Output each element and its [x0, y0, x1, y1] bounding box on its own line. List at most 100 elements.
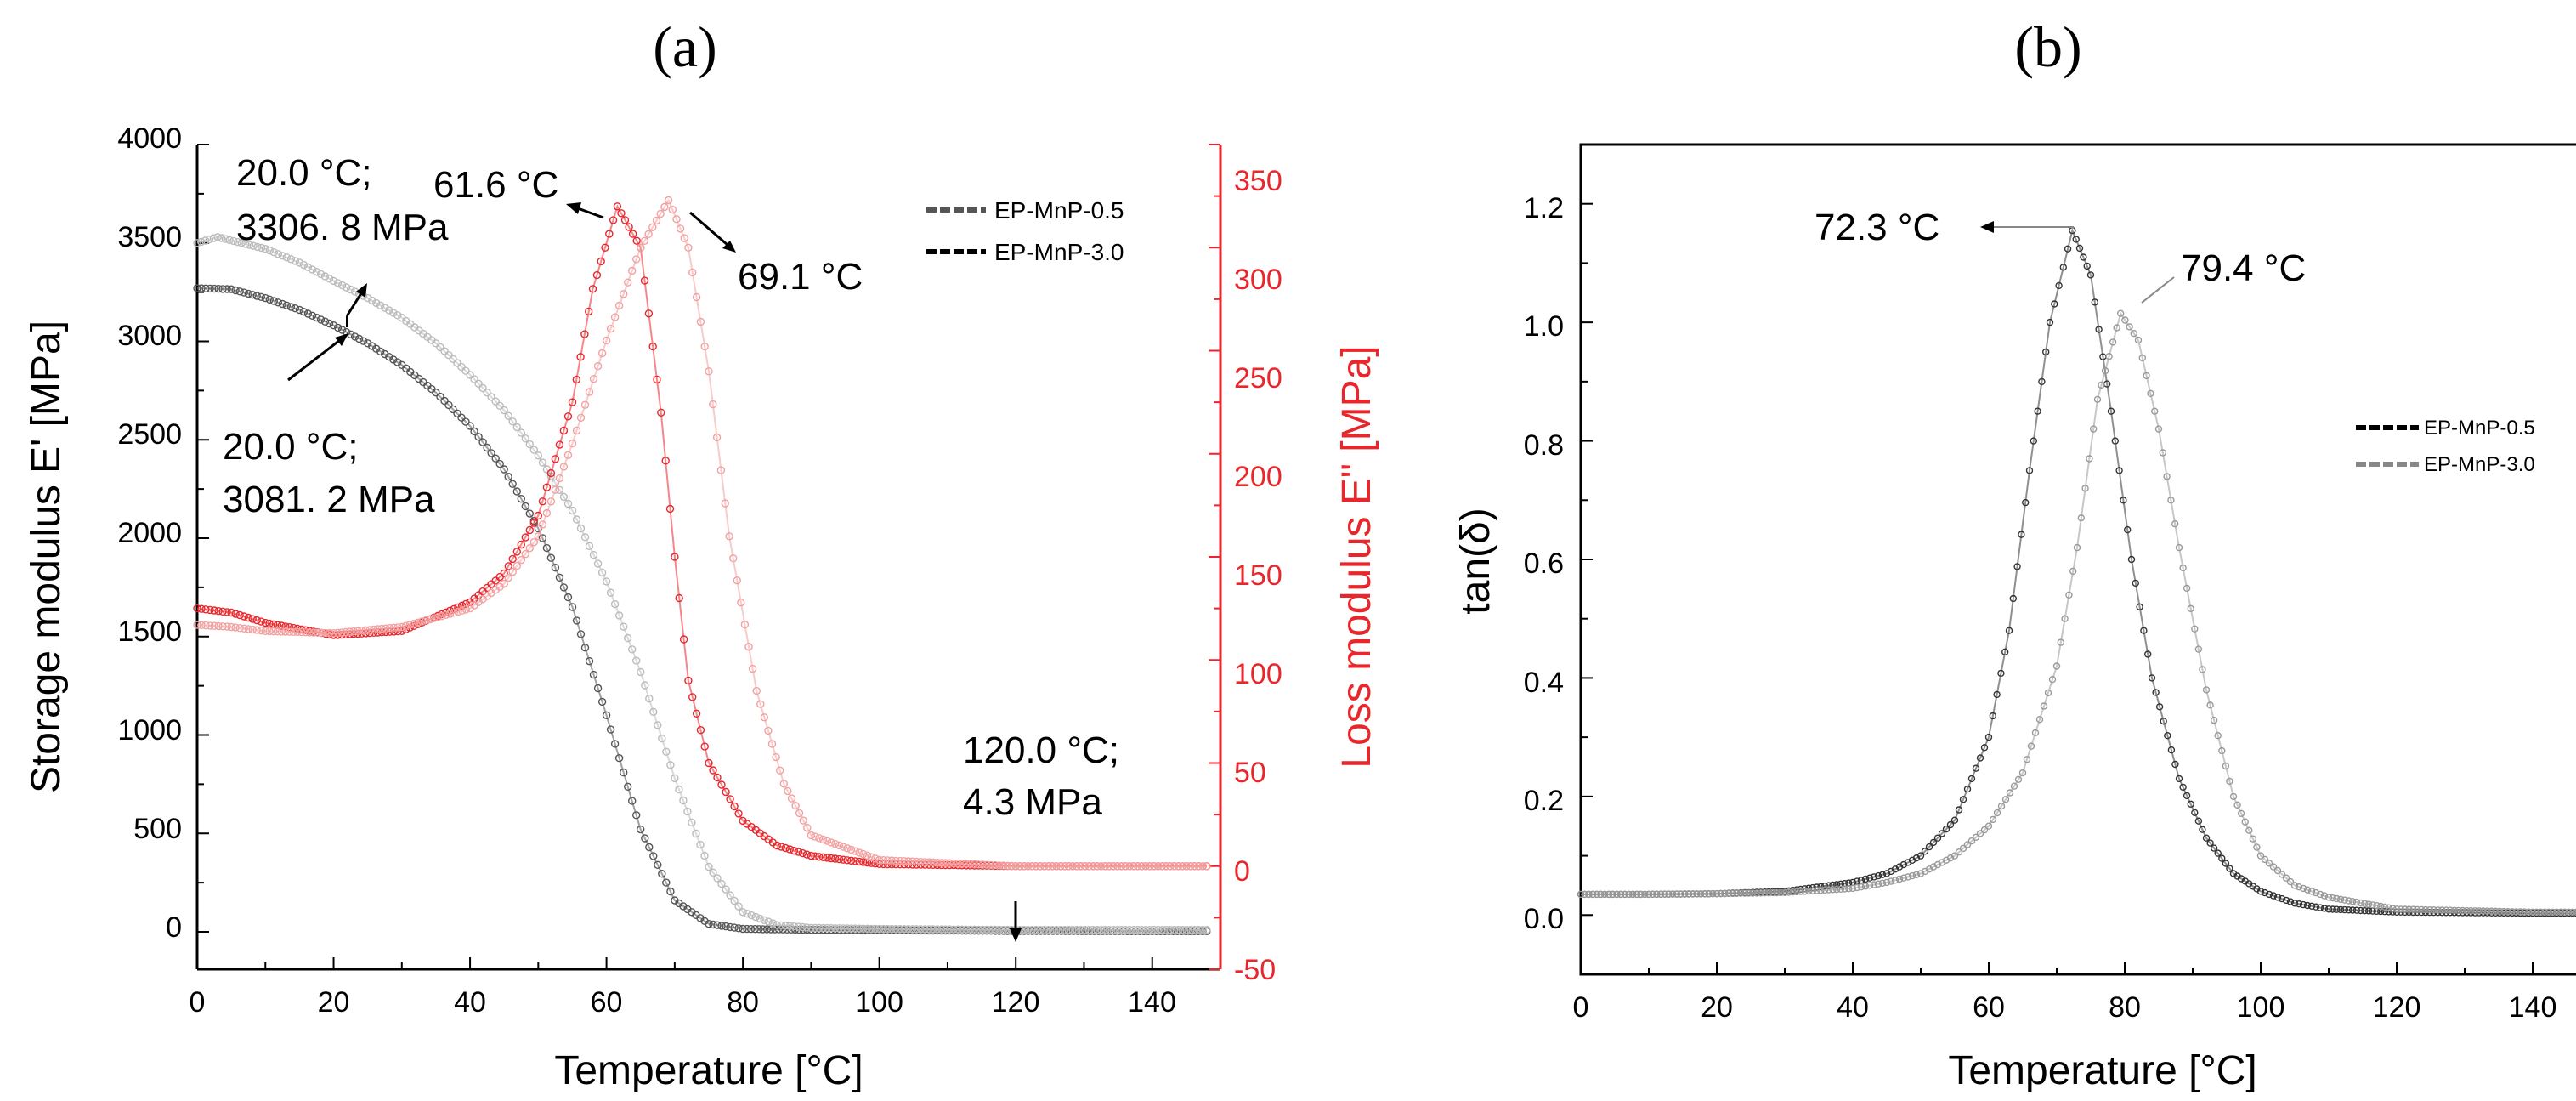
data-point: [2115, 467, 2123, 474]
data-point: [478, 383, 487, 393]
data-point: [725, 532, 733, 541]
data-point: [1080, 862, 1090, 871]
data-point: [440, 347, 449, 355]
data-point: [291, 257, 300, 265]
data-point: [2556, 908, 2565, 917]
annotation-3081-line1: 20.0 °C;: [223, 426, 358, 468]
data-point: [962, 925, 971, 934]
data-point: [500, 465, 508, 474]
data-point: [2253, 843, 2261, 851]
data-point: [589, 375, 598, 383]
data-point: [700, 342, 709, 351]
data-point: [2409, 905, 2417, 913]
data-point: [750, 924, 759, 934]
data-point: [593, 559, 603, 568]
data-point: [359, 337, 368, 345]
data-point: [2040, 702, 2048, 710]
data-point: [768, 919, 777, 928]
data-point: [240, 624, 248, 633]
data-point: [696, 317, 705, 326]
data-point: [376, 301, 385, 309]
data-point: [760, 713, 769, 722]
data-point: [2013, 563, 2021, 570]
data-point: [933, 860, 942, 870]
legend-label-ep-mnp-3.0: EP-MnP-3.0: [2424, 453, 2535, 476]
data-point: [2018, 769, 2027, 777]
data-point: [843, 856, 852, 865]
data-point: [628, 797, 637, 805]
data-point: [896, 924, 904, 934]
data-point: [422, 616, 430, 625]
data-point: [2345, 906, 2352, 914]
data-point: [2155, 703, 2164, 711]
a-x-tick-label: 80: [727, 986, 759, 1019]
data-point: [705, 367, 713, 376]
data-point: [534, 532, 542, 541]
data-point: [662, 747, 671, 756]
data-point: [2417, 905, 2426, 914]
data-point: [2492, 907, 2500, 916]
data-point: [1166, 925, 1175, 934]
data-point: [1997, 669, 2005, 678]
data-point: [1946, 820, 1955, 829]
data-point: [2009, 594, 2018, 603]
data-point: [538, 534, 547, 542]
data-point: [317, 628, 326, 637]
b-y-tick-label: 0.0: [1524, 903, 1564, 935]
data-point: [777, 843, 785, 851]
data-point: [649, 852, 658, 860]
data-point: [657, 408, 665, 417]
data-point: [933, 925, 942, 934]
data-point: [1829, 886, 1837, 894]
data-point: [2521, 908, 2528, 916]
data-point: [1016, 862, 1024, 871]
a-x-tick-label: 40: [454, 986, 486, 1019]
data-point: [1096, 862, 1106, 871]
data-point: [1684, 890, 1693, 898]
data-point: [843, 844, 852, 853]
data-point: [2442, 906, 2450, 914]
data-point: [1899, 874, 1908, 882]
data-point: [1777, 888, 1785, 897]
data-point: [538, 497, 547, 506]
data-point: [831, 839, 840, 848]
data-point: [1837, 880, 1845, 888]
panel-b-label: (b): [2014, 14, 2081, 79]
data-point: [855, 848, 863, 857]
data-point: [1169, 925, 1179, 934]
data-point: [1133, 925, 1142, 934]
series-line: [196, 236, 1207, 931]
annotation-72.3: 72.3 °C: [1815, 207, 1939, 248]
data-point: [920, 858, 929, 866]
data-point: [2072, 236, 2080, 243]
data-point: [1039, 862, 1049, 871]
data-point: [580, 644, 590, 652]
data-point: [794, 848, 803, 856]
data-point: [2194, 817, 2203, 825]
data-point: [637, 825, 645, 834]
data-point: [978, 860, 988, 869]
data-point: [713, 874, 722, 883]
data-point: [2089, 425, 2098, 433]
data-point: [803, 824, 812, 832]
data-point: [440, 396, 449, 406]
data-point: [1064, 925, 1073, 934]
data-point: [671, 774, 679, 783]
data-point: [337, 281, 347, 290]
data-point: [1174, 925, 1183, 934]
data-point: [721, 499, 729, 508]
b-x-tick-label: 60: [1973, 991, 2005, 1024]
data-point: [912, 925, 921, 934]
data-point: [525, 440, 534, 449]
data-point: [529, 538, 538, 547]
annotation-79.4: 79.4 °C: [2181, 247, 2306, 289]
data-point: [2295, 900, 2303, 908]
data-point: [748, 664, 757, 673]
data-point: [495, 401, 504, 410]
data-point: [879, 924, 888, 934]
data-point: [2191, 809, 2199, 816]
data-point: [999, 925, 1008, 934]
series-ep-mnp-0.5-storage-modulus: [193, 284, 1211, 936]
data-point: [1007, 861, 1016, 871]
data-point: [883, 856, 892, 865]
